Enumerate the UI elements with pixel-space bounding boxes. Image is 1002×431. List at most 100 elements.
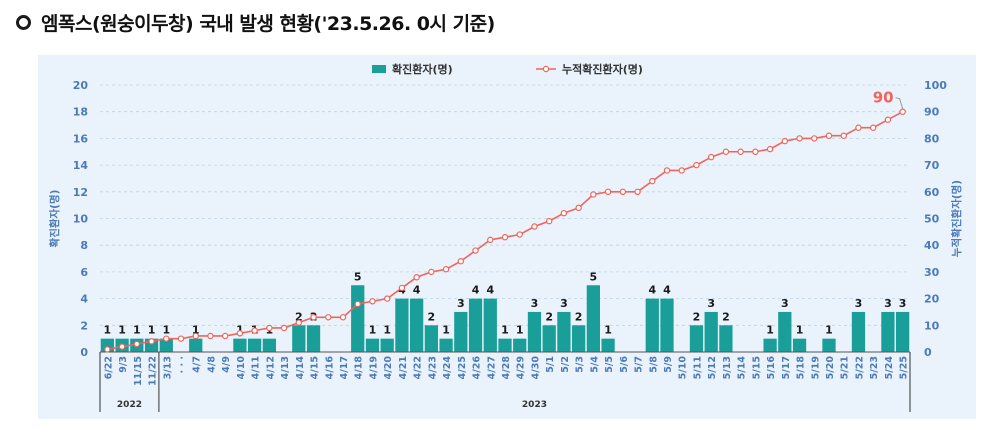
cumulative-point: [575, 204, 582, 212]
legend-swatch-bar: [372, 65, 386, 73]
bar-value-label: 1: [369, 324, 377, 337]
x-tick-label: 5/19: [810, 356, 821, 379]
bar: [645, 298, 659, 352]
cumulative-point: [442, 266, 450, 273]
bar: [468, 298, 483, 352]
bar-value-label: 4: [663, 284, 671, 297]
page-title: 엠폭스(원숭이두창) 국내 발생 현황('23.5.26. 0시 기준): [41, 12, 495, 35]
bar: [189, 338, 203, 352]
y2-tick-label: 60: [924, 186, 940, 199]
bar: [896, 311, 910, 352]
bar-value-label: 2: [722, 310, 730, 323]
page-heading: 엠폭스(원숭이두창) 국내 발생 현황('23.5.26. 0시 기준): [16, 7, 495, 37]
x-tick-label: 5/14: [737, 356, 748, 380]
cumulative-point: [339, 314, 347, 321]
bar: [454, 311, 468, 352]
bar-value-label: 1: [442, 324, 450, 337]
bar: [660, 298, 674, 352]
x-tick-label: 5/8: [648, 356, 659, 373]
cumulative-point: [354, 300, 361, 308]
callout-leader: [895, 97, 904, 109]
cumulative-point: [693, 161, 700, 169]
cumulative-point: [472, 247, 479, 254]
cumulative-point: [413, 274, 420, 281]
bar: [424, 325, 438, 352]
bar-value-label: 4: [648, 284, 656, 297]
bar: [483, 298, 497, 352]
bar: [527, 311, 542, 352]
bar-value-label: 1: [383, 324, 391, 337]
y2-tick-label: 40: [924, 239, 940, 252]
cumulative-point: [266, 324, 273, 332]
bar: [498, 338, 512, 352]
y2-tick-label: 50: [924, 213, 940, 226]
x-tick-label: 5/6: [619, 356, 630, 373]
y-tick-label: 2: [80, 319, 88, 332]
cumulative-point: [280, 324, 288, 332]
bar-value-label: 3: [707, 297, 715, 310]
bar: [601, 338, 615, 352]
x-tick-label: 4/21: [398, 356, 409, 379]
bar: [778, 311, 792, 352]
bar-value-label: 2: [693, 310, 701, 323]
cumulative-point: [221, 332, 229, 340]
cumulative-point: [310, 314, 317, 321]
bar: [881, 311, 895, 352]
x-tick-label: 5/25: [899, 356, 910, 379]
bar: [851, 311, 866, 352]
y2-tick-label: 70: [924, 159, 940, 172]
x-tick-label: 5/22: [854, 356, 865, 379]
bar-value-label: 1: [133, 324, 141, 337]
cumulative-point: [781, 137, 789, 145]
bar-value-label: 5: [354, 270, 362, 283]
x-tick-label: 4/27: [486, 356, 497, 379]
x-tick-label: 5/16: [766, 356, 777, 380]
cumulative-point: [722, 148, 730, 155]
cumulative-point: [207, 332, 214, 340]
bar-value-label: 3: [531, 297, 539, 310]
cumulative-point: [752, 148, 759, 155]
x-tick-label: 4/28: [501, 356, 512, 380]
bar: [586, 285, 600, 352]
x-tick-label: 6/22: [103, 356, 114, 379]
cumulative-point: [825, 132, 833, 139]
x-tick-label: 9/3: [118, 356, 129, 373]
y2-tick-label: 90: [924, 106, 940, 119]
bar: [572, 325, 586, 352]
x-tick-label: 4/11: [251, 356, 262, 379]
bar: [689, 325, 704, 352]
x-tick-label: 11/15: [133, 356, 144, 386]
x-tick-label: 5/17: [781, 356, 792, 379]
cumulative-point: [251, 327, 258, 334]
x-tick-label: 5/3: [575, 356, 586, 373]
bar-value-label: 3: [457, 297, 465, 310]
y-tick-label: 12: [73, 186, 88, 199]
y-tick-label: 4: [80, 293, 88, 306]
y2-tick-label: 80: [924, 132, 940, 145]
bar-value-label: 2: [575, 310, 583, 323]
x-tick-label: 4/7: [192, 356, 203, 373]
bar-value-label: 1: [148, 324, 156, 337]
cumulative-point: [325, 314, 332, 321]
x-tick-label: 5/9: [663, 356, 674, 373]
x-tick-label: 4/19: [368, 356, 379, 379]
cumulative-point: [531, 223, 538, 230]
x-tick-label: 4/10: [236, 356, 247, 380]
cumulative-point: [177, 335, 185, 342]
x-tick-label: 4/14: [295, 356, 306, 380]
cumulative-point: [649, 177, 656, 185]
bar-value-label: 3: [560, 297, 568, 310]
bar-value-label: 1: [604, 324, 612, 337]
cumulative-point: [428, 268, 435, 276]
x-tick-label: 5/2: [560, 356, 571, 373]
bar: [306, 325, 321, 352]
y-tick-label: 10: [73, 213, 89, 226]
bar-value-label: 3: [884, 297, 892, 310]
bar-value-label: 2: [428, 310, 436, 323]
cumulative-point: [884, 116, 892, 123]
bar-value-label: 2: [295, 310, 303, 323]
cumulative-point: [604, 188, 612, 195]
x-tick-label: 5/12: [707, 356, 718, 379]
x-tick-label: 5/23: [869, 356, 880, 379]
cumulative-point: [398, 284, 406, 292]
